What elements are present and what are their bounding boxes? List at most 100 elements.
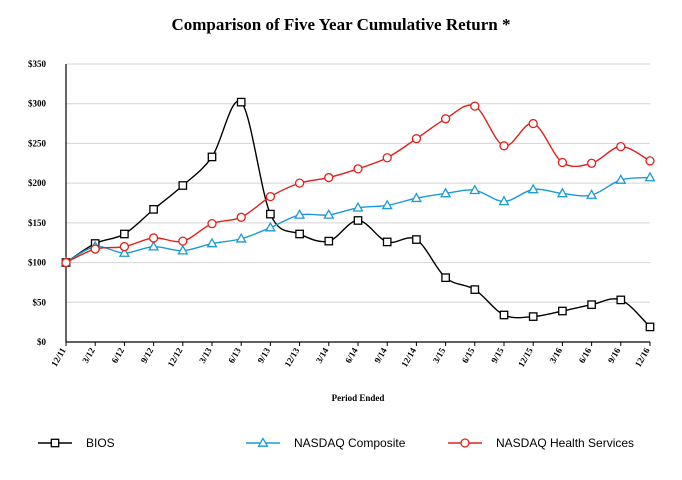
data-point-nasdaq-health-services (178, 236, 188, 246)
x-tick-label: 3/12 (80, 346, 97, 365)
data-point-bios (528, 312, 538, 321)
x-tick-label: 6/15 (460, 346, 477, 365)
data-point-nasdaq-composite (615, 174, 627, 184)
data-point-bios (616, 295, 626, 305)
data-point-nasdaq-health-services (148, 233, 159, 243)
x-tick-label: 3/14 (314, 346, 331, 365)
x-tick-label: 6/16 (577, 346, 594, 365)
data-point-bios (441, 273, 450, 283)
chart-title: Comparison of Five Year Cumulative Retur… (171, 15, 510, 34)
data-point-bios (266, 209, 275, 219)
data-point-nasdaq-composite (586, 189, 598, 199)
data-point-nasdaq-composite (118, 247, 130, 257)
legend-item-bios: BIOS (38, 436, 115, 450)
data-point-nasdaq-composite (469, 184, 481, 195)
x-tick-label: 12/16 (633, 346, 652, 369)
data-point-nasdaq-health-services (499, 141, 509, 151)
x-tick-label: 9/13 (255, 346, 272, 365)
data-point-nasdaq-composite (440, 187, 452, 198)
legend-label: BIOS (86, 436, 115, 450)
data-point-bios (412, 235, 421, 244)
x-tick-label: 9/15 (489, 346, 506, 365)
data-point-nasdaq-health-services (528, 118, 538, 129)
legend-label: NASDAQ Health Services (496, 436, 634, 450)
data-point-nasdaq-composite (148, 240, 160, 251)
series-nasdaq-health-services (61, 101, 655, 268)
data-point-nasdaq-health-services (119, 242, 130, 252)
data-point-nasdaq-health-services (294, 178, 305, 188)
x-tick-label: 3/16 (547, 346, 564, 365)
data-point-nasdaq-health-services (324, 172, 334, 183)
legend-marker (257, 437, 269, 447)
data-point-nasdaq-health-services (557, 157, 568, 168)
data-point-nasdaq-composite (381, 199, 393, 210)
data-point-nasdaq-health-services (90, 244, 100, 254)
data-point-bios (470, 285, 480, 294)
data-point-bios (645, 322, 655, 332)
data-point-nasdaq-health-services (586, 158, 597, 168)
y-tick-label: $50 (33, 297, 47, 307)
data-point-nasdaq-composite (294, 208, 306, 219)
data-point-nasdaq-composite (527, 183, 539, 194)
data-point-nasdaq-health-services (61, 257, 71, 268)
x-tick-label: 12/13 (282, 346, 301, 369)
x-tick-label: 6/14 (343, 346, 360, 365)
legend-item-nasdaq-health-services: NASDAQ Health Services (448, 436, 634, 450)
data-point-bios (149, 205, 158, 214)
axes (65, 64, 651, 346)
data-point-nasdaq-composite (498, 195, 510, 206)
legend: BIOS NASDAQ Composite NASDAQ Health Servic… (38, 436, 634, 450)
data-point-bios (120, 229, 129, 239)
data-point-bios (587, 300, 596, 310)
legend-item-nasdaq-composite: NASDAQ Composite (246, 436, 406, 450)
data-point-bios (558, 306, 567, 316)
y-tick-label: $200 (28, 178, 47, 188)
x-tick-label: 12/11 (49, 346, 68, 369)
data-point-nasdaq-health-services (411, 134, 422, 144)
data-point-nasdaq-composite (323, 208, 335, 219)
grid-lines (66, 63, 650, 303)
y-tick-label: $250 (28, 138, 47, 148)
x-tick-label: 6/13 (226, 346, 243, 365)
data-point-nasdaq-composite (177, 244, 189, 255)
data-point-nasdaq-health-services (236, 212, 246, 222)
data-point-nasdaq-health-services (470, 101, 480, 111)
x-tick-label: 12/14 (399, 346, 418, 369)
x-tick-label: 3/15 (431, 346, 448, 365)
series-group (60, 97, 656, 332)
y-tick-label: $300 (28, 99, 47, 109)
data-point-nasdaq-composite (352, 201, 364, 212)
legend-marker (50, 438, 60, 448)
data-point-bios (207, 152, 217, 162)
legend-label: NASDAQ Composite (294, 436, 406, 450)
data-point-bios (324, 236, 334, 246)
data-point-nasdaq-health-services (382, 153, 392, 163)
data-point-bios (295, 229, 304, 239)
y-tick-label: $0 (37, 337, 47, 347)
data-point-nasdaq-composite (264, 221, 276, 232)
x-tick-labels: 12/11 3/12 6/12 9/12 12/12 3/13 6/13 9/13 12/13 3… (49, 346, 652, 369)
series-line-bios (65, 100, 651, 328)
data-point-nasdaq-health-services (207, 219, 217, 229)
x-axis-label: Period Ended (332, 393, 385, 403)
data-point-nasdaq-health-services (645, 156, 655, 166)
data-point-bios (382, 237, 392, 247)
data-point-nasdaq-composite (410, 192, 422, 203)
series-bios (61, 97, 655, 332)
data-point-nasdaq-composite (644, 171, 656, 182)
y-tick-label: $350 (28, 59, 47, 69)
y-tick-labels: $0 $50 $100 $150 $200 $250 $300 $350 (28, 59, 47, 347)
data-point-bios (236, 97, 246, 107)
data-point-nasdaq-health-services (353, 164, 363, 174)
data-point-bios (499, 310, 509, 320)
data-point-nasdaq-composite (206, 237, 218, 248)
y-tick-label: $150 (28, 218, 47, 228)
x-tick-label: 12/15 (516, 346, 535, 369)
legend-marker (460, 438, 470, 448)
x-tick-label: 12/12 (166, 346, 185, 369)
data-point-nasdaq-composite (235, 232, 247, 243)
data-point-nasdaq-composite (556, 187, 568, 198)
data-point-nasdaq-health-services (265, 191, 276, 202)
data-point-nasdaq-health-services (616, 141, 626, 152)
